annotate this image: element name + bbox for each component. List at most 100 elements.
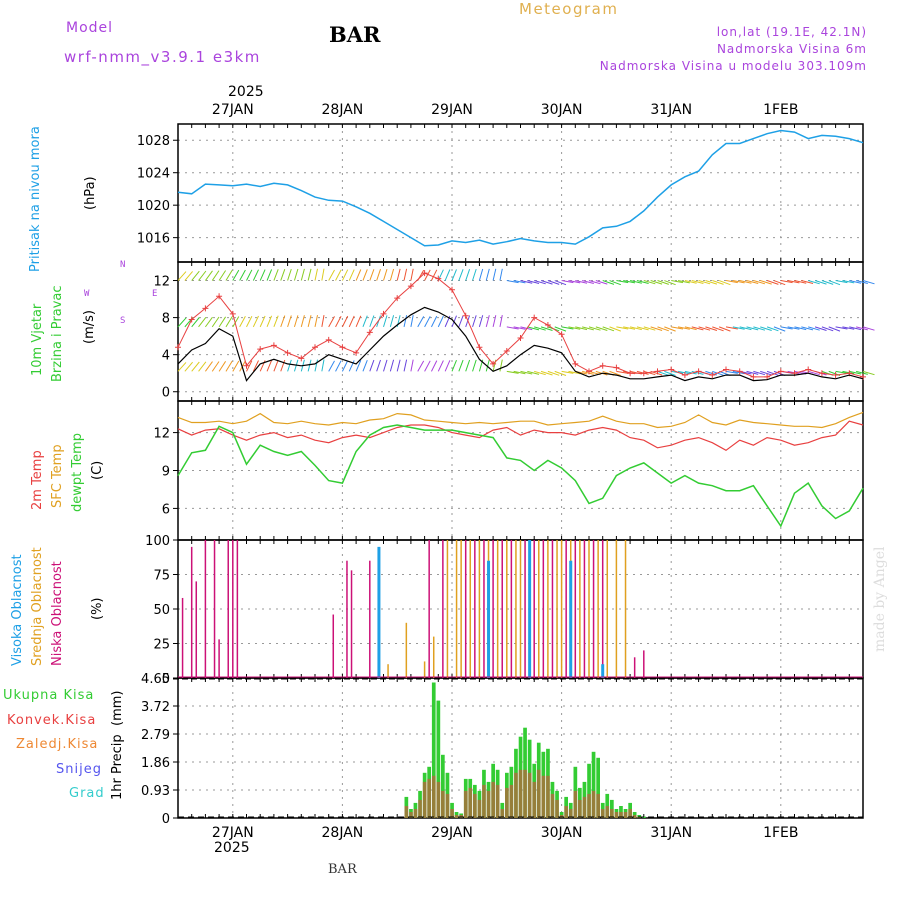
wind-arrow [534,326,546,331]
wind-arrow [842,326,855,330]
wind-arrow [191,270,200,281]
precip-convective-bar [591,790,596,818]
wind-arrow [383,359,388,372]
date-label-bottom: 28JAN [322,825,364,841]
wind-arrow [451,315,457,328]
wind-arrow [595,280,608,285]
wind-arrow [849,280,862,284]
wind-arrow [629,280,642,284]
wind-arrow [314,314,318,327]
legend-snow: Snijeg [56,762,102,777]
wind-arrow [259,269,266,281]
wind-arrow [671,280,684,284]
wind-arrow [287,268,292,281]
wind-arrow [636,326,649,331]
model-elevation-label: Nadmorska Visina u modelu 303.109m [599,59,867,73]
date-label-top: 1FEB [763,102,798,118]
wind-arrow [389,315,395,328]
pressure-line [177,129,864,247]
gust-marker [723,366,729,373]
wind-arrow [766,326,779,332]
wind-arrow [629,326,642,331]
wind-arrow [808,326,820,331]
y-tick-label: 0 [162,812,170,827]
wind-arrow [616,326,629,330]
station-title: BAR [329,22,381,47]
wind-arrow [177,362,187,372]
wind-arrow [341,360,349,372]
gust-marker [421,270,428,277]
wind-arrow [211,270,220,281]
date-label-bottom: 29JAN [431,825,473,841]
wind-arrow [814,326,827,331]
gust-marker [750,373,757,380]
y-tick-label: 1020 [137,199,170,214]
precip-convective-bar [527,772,532,818]
precip-convective-bar [600,809,605,818]
wind-arrow [561,326,574,330]
wind-arrow [280,269,286,281]
wind-arrow [314,359,318,372]
y-tick-label: 0 [162,386,170,401]
wind-arrow [527,326,540,331]
y-tick-label: 25 [153,638,170,653]
precip-convective-bar [509,784,514,818]
wind-arrow [691,370,704,375]
wind-arrow [314,268,318,281]
wind-arrow [211,361,220,372]
wind-speed-line [177,306,864,382]
wind-arrow [341,315,349,328]
gust-marker [339,344,346,351]
wind-arrow [616,370,629,374]
precip-total-bar [591,751,596,818]
wind-arrow [293,268,299,281]
wind-arrow [712,280,724,285]
precip-convective-bar [573,790,578,818]
wind-arrow [389,268,395,281]
gust-marker [640,370,647,377]
wind-arrow [389,359,395,372]
gust-marker [490,360,497,367]
wind-arrow [273,315,279,328]
wind-arrow [691,326,704,331]
wind-arrow [417,360,425,372]
gust-marker [243,362,250,369]
precip-convective-bar [413,809,418,818]
y-tick-label: 3.72 [141,700,170,715]
precip-convective-bar [550,793,555,818]
wind-arrow [636,280,649,284]
wind-arrow [773,326,786,332]
wind-arrow [753,370,766,376]
wind-arrow [520,370,533,375]
year-bottom: 2025 [214,840,250,856]
date-label-top: 28JAN [322,102,364,118]
wind-arrow [280,359,286,372]
y-tick-label: 1.86 [141,756,170,771]
y-tick-label: 50 [153,603,170,618]
wind-arrow [849,326,862,331]
y-tick-label: 75 [153,569,170,584]
precip-convective-bar [486,790,491,818]
wind-arrow [259,315,266,328]
meteogram-title: Meteogram [519,0,619,18]
precip-convective-bar [463,790,468,818]
wind-arrow [335,315,342,328]
model-name: wrf-nmm_v3.9.1 e3km [64,48,261,66]
precip-convective-bar [422,781,427,818]
wind-arrow [780,326,793,330]
gust-marker [709,372,716,379]
wind-arrow [396,359,401,372]
precip-total-bar [436,700,441,818]
wind-arrow [424,360,431,372]
wind-arrow [225,270,233,281]
precip-convective-bar [482,784,486,818]
wind-arrow [184,271,193,281]
wind-arrow [321,268,325,281]
wind-arrow [376,359,381,372]
wind-arrow [677,280,690,284]
date-label-top: 27JAN [212,102,254,118]
y-tick-label: 1016 [137,232,170,247]
wind-arrow [376,269,381,281]
gust-marker [216,293,223,300]
legend-graupel: Grad [69,786,105,801]
